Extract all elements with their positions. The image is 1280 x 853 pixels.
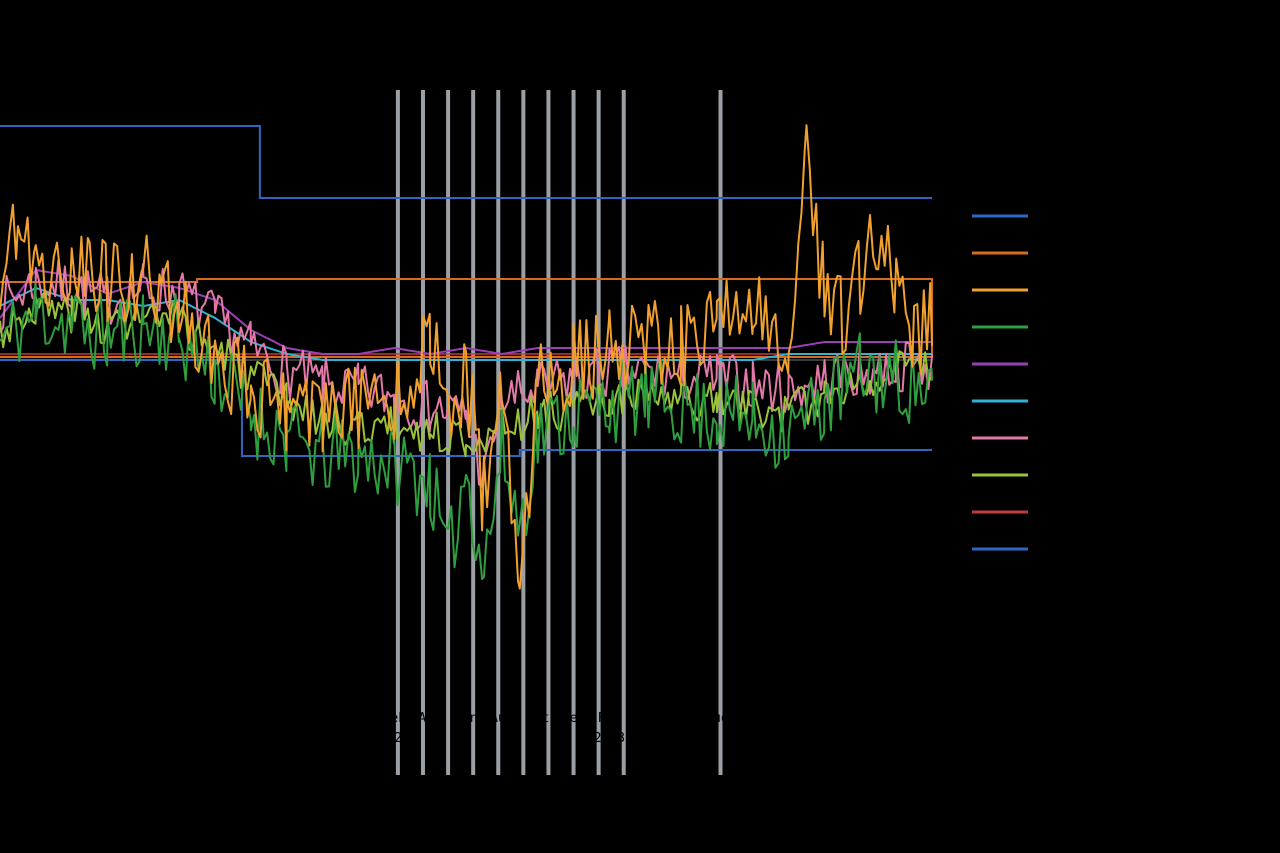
x-month-label: Oct — [741, 711, 764, 726]
x-month-label: Apr — [418, 711, 442, 726]
x-month-label: Dec — [347, 711, 370, 726]
x-month-label: Apr — [849, 711, 873, 726]
x-month-label: Feb — [813, 711, 837, 726]
x-month-label: Aug — [60, 711, 83, 726]
x-year-label: 2023 — [594, 731, 625, 746]
x-year-label: 2020 — [0, 731, 16, 746]
x-month-label: Jun — [884, 711, 907, 726]
x-month-label: Jun — [669, 711, 692, 726]
x-month-label: Dec — [562, 711, 585, 726]
x-month-label: Feb — [167, 711, 191, 726]
x-month-label: Jun — [239, 711, 262, 726]
x-month-label: Aug — [275, 711, 298, 726]
x-month-label: Dec — [777, 711, 800, 726]
x-month-label: Apr — [203, 711, 227, 726]
x-month-label: Oct — [96, 711, 119, 726]
x-month-label: Apr — [633, 711, 657, 726]
x-month-label: Aug — [705, 711, 728, 726]
x-month-label: Aug — [490, 711, 513, 726]
x-month-label: Oct — [526, 711, 549, 726]
x-month-label: Apr — [0, 711, 12, 726]
x-year-label: 2021 — [164, 731, 195, 746]
x-month-label: Jun — [24, 711, 47, 726]
x-month-label: Feb — [383, 711, 407, 726]
chart-root: Apr Jun Aug Oct Dec Feb Apr Jun Aug Oct Dec Feb Apr J… — [0, 0, 1280, 853]
x-month-label: Oct — [311, 711, 334, 726]
x-year-label: 2022 — [379, 731, 410, 746]
x-month-label: Dec — [132, 711, 155, 726]
x-month-label: Feb — [598, 711, 622, 726]
x-month-label: Jun — [454, 711, 477, 726]
x-year-label: 2024 — [809, 731, 840, 746]
